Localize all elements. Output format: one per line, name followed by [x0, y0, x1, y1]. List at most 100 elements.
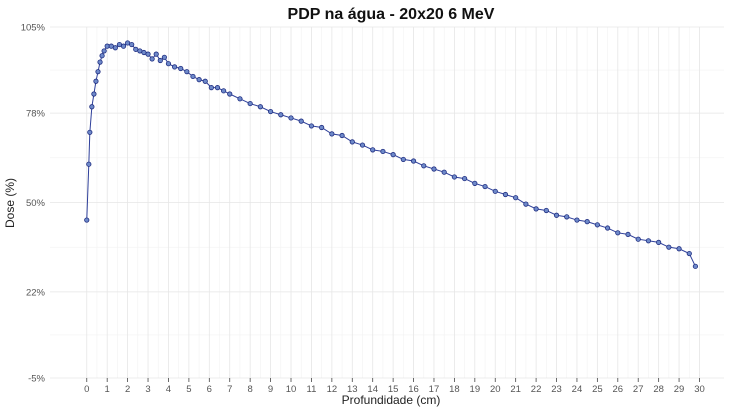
x-tick-label: 0: [84, 384, 89, 395]
x-tick-label: 24: [572, 384, 583, 395]
data-point: [462, 175, 468, 182]
data-point: [692, 263, 699, 269]
y-tick-label: 50%: [26, 198, 46, 209]
data-point: [214, 85, 221, 91]
x-tick-label: 15: [388, 384, 399, 395]
data-point: [359, 142, 366, 148]
data-point: [400, 156, 406, 163]
x-axis-title: Profundidade (cm): [342, 393, 441, 407]
data-point: [149, 56, 155, 62]
data-point: [227, 91, 233, 97]
data-point: [208, 85, 214, 91]
data-point: [339, 132, 345, 139]
data-point: [370, 147, 376, 153]
data-point: [84, 217, 90, 223]
data-point: [178, 65, 184, 72]
data-point: [584, 219, 590, 225]
grid: [50, 26, 724, 379]
data-point: [349, 139, 355, 145]
data-point: [157, 57, 163, 64]
data-point: [153, 51, 159, 57]
data-point: [604, 225, 611, 231]
data-point: [390, 152, 396, 158]
x-tick-label: 27: [633, 384, 644, 395]
data-point: [574, 217, 580, 223]
data-point: [171, 64, 178, 70]
data-point: [99, 53, 105, 59]
x-tick-label: 13: [347, 384, 358, 395]
data-point: [472, 180, 478, 186]
data-point: [278, 112, 284, 118]
data-point: [635, 236, 641, 242]
x-tick-label: 1: [105, 384, 110, 395]
x-tick-label: 12: [327, 384, 338, 395]
data-point: [451, 174, 457, 180]
x-tick-label: 19: [470, 384, 481, 395]
x-axis: 0 1 2 3 4 5 6 7 8 9 10 11 12 13 14 15 16 17 18 19 20 21 22 23 24…: [84, 378, 705, 395]
data-points: [84, 40, 699, 269]
y-axis: -5% 22% 50% 78% 105%: [21, 23, 46, 385]
data-point: [129, 41, 135, 48]
data-point: [221, 88, 227, 94]
data-point: [145, 51, 151, 57]
x-tick-label: 6: [207, 384, 212, 395]
y-tick-label: 78%: [26, 109, 46, 120]
data-point: [93, 78, 99, 84]
data-point: [502, 191, 509, 198]
x-tick-label: 20: [490, 384, 501, 395]
data-point: [533, 206, 539, 212]
data-point: [247, 100, 253, 107]
x-tick-label: 22: [531, 384, 542, 395]
x-tick-label: 5: [186, 384, 191, 395]
data-point: [492, 188, 498, 194]
data-point: [184, 69, 190, 75]
data-point: [97, 59, 103, 65]
data-point: [308, 123, 315, 129]
y-tick-label: 22%: [26, 287, 46, 298]
data-point: [686, 250, 692, 257]
data-point: [329, 131, 335, 137]
x-tick-label: 23: [551, 384, 562, 395]
x-tick-label: 16: [408, 384, 419, 395]
data-point: [267, 108, 274, 115]
data-point: [288, 115, 294, 121]
data-point: [298, 118, 304, 124]
data-point: [513, 195, 519, 201]
data-point: [91, 91, 97, 97]
x-tick-label: 7: [227, 384, 232, 395]
data-point: [87, 129, 93, 135]
data-point: [676, 246, 682, 252]
data-point: [482, 183, 488, 190]
x-tick-label: 2: [125, 384, 130, 395]
data-point: [95, 69, 101, 75]
x-tick-label: 14: [367, 384, 378, 395]
x-tick-label: 29: [674, 384, 685, 395]
data-point: [380, 148, 386, 155]
x-tick-label: 30: [694, 384, 705, 395]
y-axis-title: Dose (%): [3, 178, 17, 228]
data-point: [656, 239, 662, 245]
data-point: [523, 201, 529, 207]
x-tick-label: 17: [429, 384, 440, 395]
data-point: [564, 214, 570, 220]
data-point: [161, 54, 167, 60]
data-point: [543, 207, 549, 214]
data-point: [431, 166, 437, 172]
data-point: [237, 96, 243, 102]
data-point: [196, 77, 202, 83]
chart-title: PDP na água - 20x20 6 MeV: [288, 6, 495, 23]
data-point: [257, 104, 263, 110]
data-point: [86, 161, 92, 167]
data-point: [112, 45, 118, 51]
data-point: [120, 43, 127, 49]
x-tick-label: 21: [510, 384, 521, 395]
y-tick-label: -5%: [28, 374, 45, 385]
y-tick-label: 105%: [21, 23, 46, 34]
data-point: [421, 163, 427, 169]
data-point: [89, 104, 95, 110]
x-tick-label: 18: [449, 384, 460, 395]
x-tick-label: 4: [166, 384, 171, 395]
x-tick-label: 25: [592, 384, 603, 395]
